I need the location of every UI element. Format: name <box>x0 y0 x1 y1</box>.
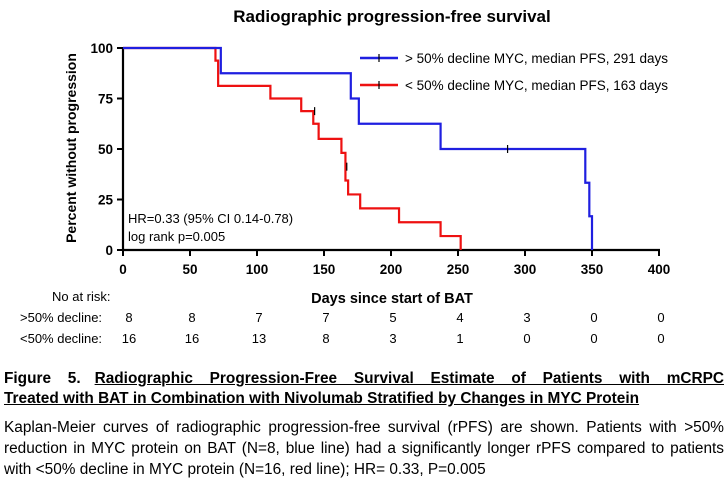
chart-title: Radiographic progression-free survival <box>233 7 550 26</box>
legend-label-red: < 50% decline MYC, median PFS, 163 days <box>405 78 668 93</box>
risk-count: 0 <box>590 331 597 346</box>
risk-table: No at risk: >50% decline: 8 8 7 7 5 4 3 0 0 <50% d… <box>20 289 665 346</box>
logrank-annotation: log rank p=0.005 <box>128 229 225 244</box>
series-layer <box>123 46 594 250</box>
y-tick-label: 0 <box>105 243 113 258</box>
y-tick-label: 75 <box>98 92 114 107</box>
x-tick-label: 200 <box>380 262 403 277</box>
risk-count: 0 <box>657 331 664 346</box>
risk-table-header: No at risk: <box>52 289 111 304</box>
risk-count: 8 <box>188 310 195 325</box>
x-tick-label: 100 <box>246 262 269 277</box>
risk-count: 13 <box>252 331 266 346</box>
risk-count: 3 <box>523 310 530 325</box>
risk-count: 8 <box>125 310 132 325</box>
risk-count: 4 <box>456 310 463 325</box>
axes: 0 50 100 150 200 250 300 350 400 0 25 50 75 100 <box>90 41 670 277</box>
x-tick-label: 250 <box>447 262 470 277</box>
risk-count: 0 <box>657 310 664 325</box>
y-tick-label: 100 <box>90 41 113 56</box>
risk-count: 0 <box>523 331 530 346</box>
risk-row-label: >50% decline: <box>20 310 102 325</box>
x-tick-label: 150 <box>313 262 336 277</box>
legend: > 50% decline MYC, median PFS, 291 days … <box>360 51 668 93</box>
risk-count: 1 <box>456 331 463 346</box>
hr-annotation: HR=0.33 (95% CI 0.14-0.78) <box>128 211 293 226</box>
risk-count: 7 <box>322 310 329 325</box>
risk-count: 3 <box>389 331 396 346</box>
figure-caption-title-line1: Figure 5. Radiographic Progression-Free S… <box>4 369 724 388</box>
km-line-series-0 <box>123 46 594 250</box>
risk-count: 0 <box>590 310 597 325</box>
risk-count: 5 <box>389 310 396 325</box>
risk-count: 8 <box>322 331 329 346</box>
figure-label: Figure 5. <box>4 370 81 387</box>
y-tick-label: 50 <box>98 142 113 157</box>
risk-count: 7 <box>255 310 262 325</box>
x-tick-label: 350 <box>581 262 604 277</box>
km-chart: Radiographic progression-free survival P… <box>20 7 670 346</box>
x-tick-label: 300 <box>514 262 537 277</box>
figure-title-line2: Treated with BAT in Combination with Niv… <box>4 390 640 407</box>
risk-row-label: <50% decline: <box>20 331 102 346</box>
x-tick-label: 0 <box>119 262 127 277</box>
legend-label-blue: > 50% decline MYC, median PFS, 291 days <box>405 51 668 66</box>
figure-caption-body: Kaplan-Meier curves of radiographic prog… <box>4 419 724 478</box>
risk-count: 16 <box>122 331 136 346</box>
km-line-series-1 <box>123 46 462 250</box>
x-axis-label: Days since start of BAT <box>311 291 473 307</box>
x-tick-label: 50 <box>182 262 197 277</box>
y-tick-label: 25 <box>98 193 114 208</box>
figure-title-line1: Radiographic Progression-Free Survival E… <box>94 370 724 387</box>
y-axis-label: Percent without progression <box>63 53 79 243</box>
risk-count: 16 <box>185 331 199 346</box>
x-tick-label: 400 <box>648 262 671 277</box>
